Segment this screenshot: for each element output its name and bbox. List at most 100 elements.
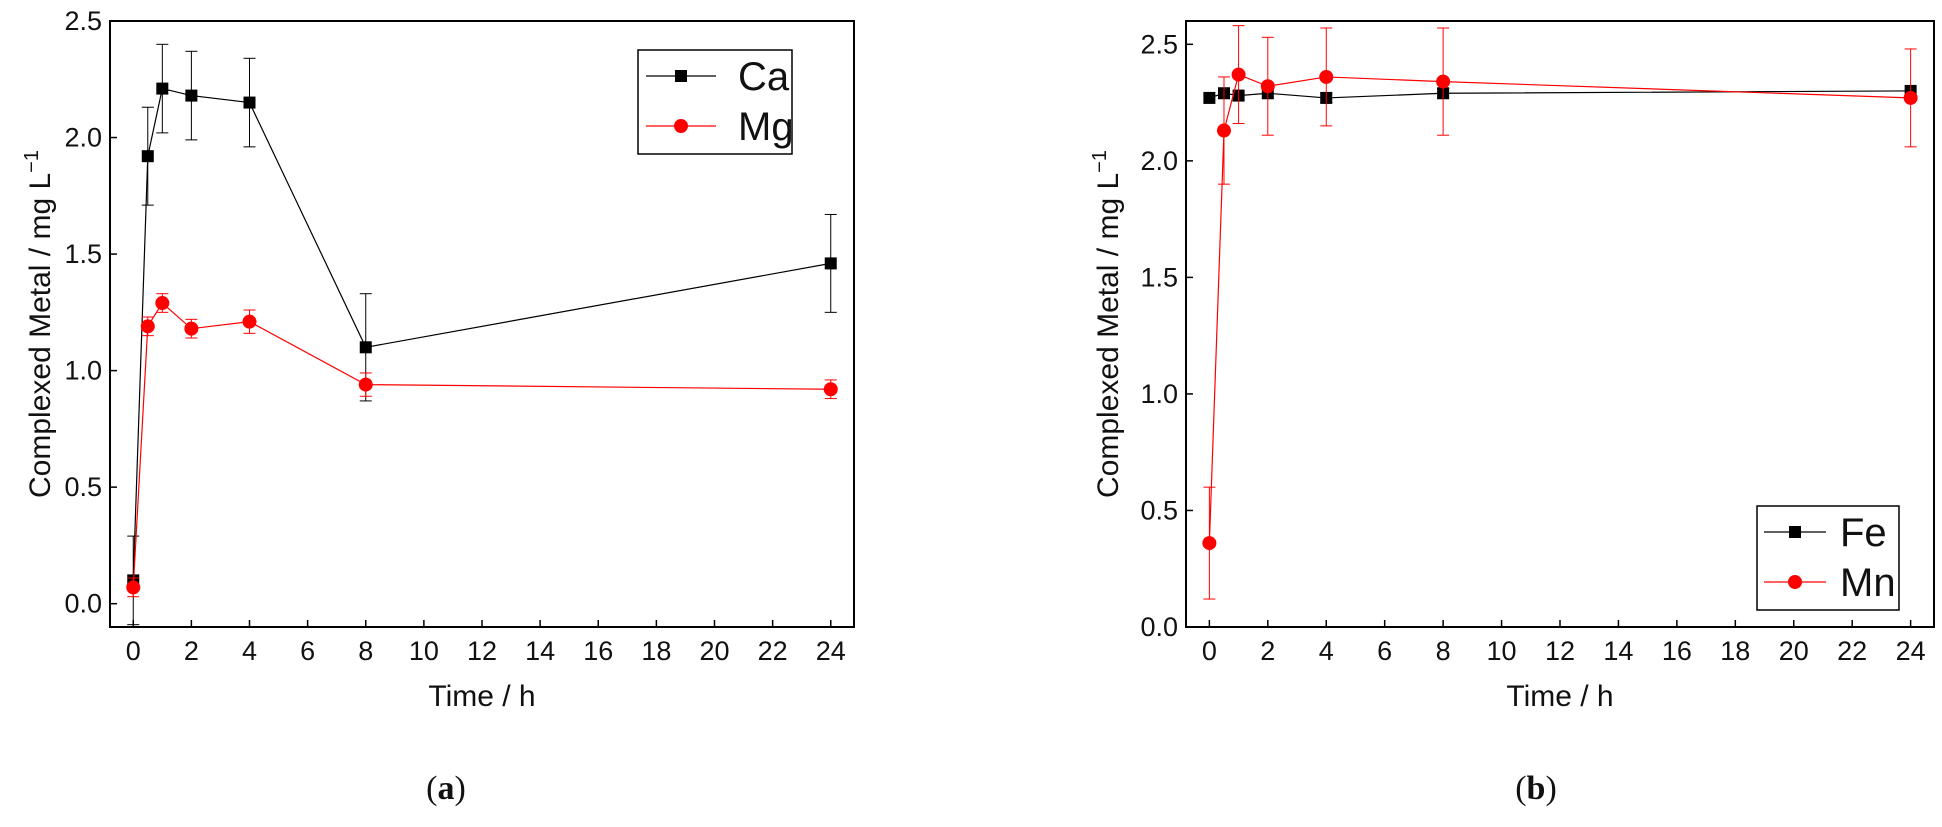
legend-a: Ca Mg — [637, 49, 794, 155]
legend-entry-fe: Fe — [1764, 511, 1887, 555]
data-point — [823, 382, 838, 397]
series-mn — [1202, 25, 1918, 600]
y-tick-label: 0.0 — [64, 589, 102, 619]
data-point — [185, 89, 198, 102]
series-mg — [126, 293, 838, 598]
series-line-mg — [132, 302, 831, 588]
y-tick-label: 1.5 — [1140, 262, 1178, 292]
y-axis-label-b-sup: −1 — [1089, 150, 1111, 173]
y-tick-label: 0.5 — [64, 472, 102, 502]
x-tick-label: 22 — [1837, 636, 1867, 666]
y-tick-label: 0.0 — [1140, 612, 1178, 642]
x-tick-label: 6 — [300, 636, 315, 666]
x-tick-label: 20 — [699, 636, 729, 666]
y-tick-label: 1.5 — [64, 239, 102, 269]
x-tick-label: 20 — [1779, 636, 1809, 666]
x-ticks-b: 0 2 4 6 8 10 12 14 16 18 20 22 24 — [1202, 620, 1926, 666]
y-axis-label-b-main: Complexed Metal / mg L — [1092, 173, 1125, 498]
panel-caption-a-letter: a — [438, 770, 455, 807]
y-ticks-a: 0.0 0.5 1.0 1.5 2.0 2.5 — [64, 6, 117, 619]
y-tick-label: 0.5 — [1140, 495, 1178, 525]
panel-caption-a: (a) — [426, 770, 466, 807]
y-tick-label: 1.0 — [1140, 379, 1178, 409]
series-line-mn — [1208, 73, 1911, 544]
x-tick-label: 16 — [1662, 636, 1692, 666]
x-tick-label: 18 — [1720, 636, 1750, 666]
x-tick-label: 0 — [126, 636, 141, 666]
y-tick-label: 2.0 — [1140, 146, 1178, 176]
data-point — [359, 341, 372, 354]
y-axis-label-a-sup: −1 — [21, 150, 43, 173]
y-tick-label: 2.0 — [64, 123, 102, 153]
data-point — [358, 377, 373, 392]
data-point — [1231, 67, 1246, 82]
x-tick-label: 12 — [1545, 636, 1575, 666]
data-point — [1202, 536, 1217, 551]
x-tick-label: 4 — [242, 636, 257, 666]
panel-caption-b: (b) — [1515, 770, 1557, 807]
y-axis-label-a-main: Complexed Metal / mg L — [24, 173, 57, 498]
data-point — [156, 82, 169, 95]
legend-label: Mn — [1840, 561, 1896, 605]
data-point — [184, 321, 199, 336]
chart-panel-a: 0 2 4 6 8 10 12 14 16 18 20 22 24 0.00.51.01.52.02.5… — [21, 6, 855, 807]
data-point — [1260, 79, 1275, 94]
y-ticks-b: 0.0 0.5 1.0 1.5 2.0 2.5 — [1140, 29, 1193, 642]
legend-entry-mn: Mn — [1764, 561, 1896, 605]
data-point — [155, 296, 170, 311]
x-tick-label: 22 — [758, 636, 788, 666]
data-point — [141, 150, 154, 163]
x-tick-label: 8 — [358, 636, 373, 666]
x-tick-label: 10 — [1487, 636, 1517, 666]
data-point — [1436, 74, 1451, 89]
x-tick-label: 8 — [1436, 636, 1451, 666]
y-axis-label-a: Complexed Metal / mg L−1 — [21, 150, 57, 498]
x-tick-label: 12 — [467, 636, 497, 666]
legend-box-a — [637, 49, 793, 155]
x-tick-label: 6 — [1377, 636, 1392, 666]
legend-marker — [675, 70, 687, 82]
legend-box-b — [1756, 505, 1900, 611]
x-tick-label: 4 — [1319, 636, 1334, 666]
x-tick-label: 16 — [583, 636, 613, 666]
x-ticks-a: 0 2 4 6 8 10 12 14 16 18 20 22 24 — [126, 620, 846, 666]
legend-label: Fe — [1840, 511, 1887, 555]
data-point — [1319, 69, 1334, 84]
series-line-ca — [132, 87, 831, 581]
panel-caption-b-letter: b — [1527, 770, 1546, 807]
data-point — [1203, 91, 1216, 104]
x-axis-label-a: Time / h — [428, 680, 535, 713]
x-tick-label: 24 — [1896, 636, 1926, 666]
legend-b: Fe Mn — [1756, 505, 1900, 611]
y-tick-label: 1.0 — [64, 356, 102, 386]
data-point — [242, 314, 257, 329]
legend-label: Mg — [738, 105, 794, 149]
y-axis-label-b: Complexed Metal / mg L−1 — [1089, 150, 1125, 498]
data-point — [140, 319, 155, 334]
data-point — [243, 96, 256, 109]
legend-marker — [1788, 575, 1802, 589]
data-point — [824, 257, 837, 270]
series-b — [1202, 25, 1918, 600]
x-tick-label: 10 — [409, 636, 439, 666]
x-tick-label: 2 — [1260, 636, 1275, 666]
y-tick-label: 2.5 — [1140, 29, 1178, 59]
legend-entry-mg: Mg — [646, 105, 794, 149]
legend-label: Ca — [738, 55, 790, 99]
legend-marker — [674, 119, 688, 133]
x-tick-label: 2 — [184, 636, 199, 666]
series-a — [126, 43, 838, 626]
x-tick-label: 0 — [1202, 636, 1217, 666]
x-tick-label: 14 — [525, 636, 555, 666]
x-tick-label: 24 — [816, 636, 846, 666]
legend-marker — [1789, 526, 1801, 538]
chart-panel-b: 0 2 4 6 8 10 12 14 16 18 20 22 24 0.00.51.01.52.02.5… — [1089, 20, 1935, 807]
data-point — [1216, 123, 1231, 138]
x-axis-label-b: Time / h — [1506, 680, 1613, 713]
data-point — [126, 580, 141, 595]
x-tick-label: 14 — [1603, 636, 1633, 666]
legend-entry-ca: Ca — [646, 55, 790, 99]
y-tick-label: 2.5 — [64, 6, 102, 36]
data-point — [1903, 90, 1918, 105]
